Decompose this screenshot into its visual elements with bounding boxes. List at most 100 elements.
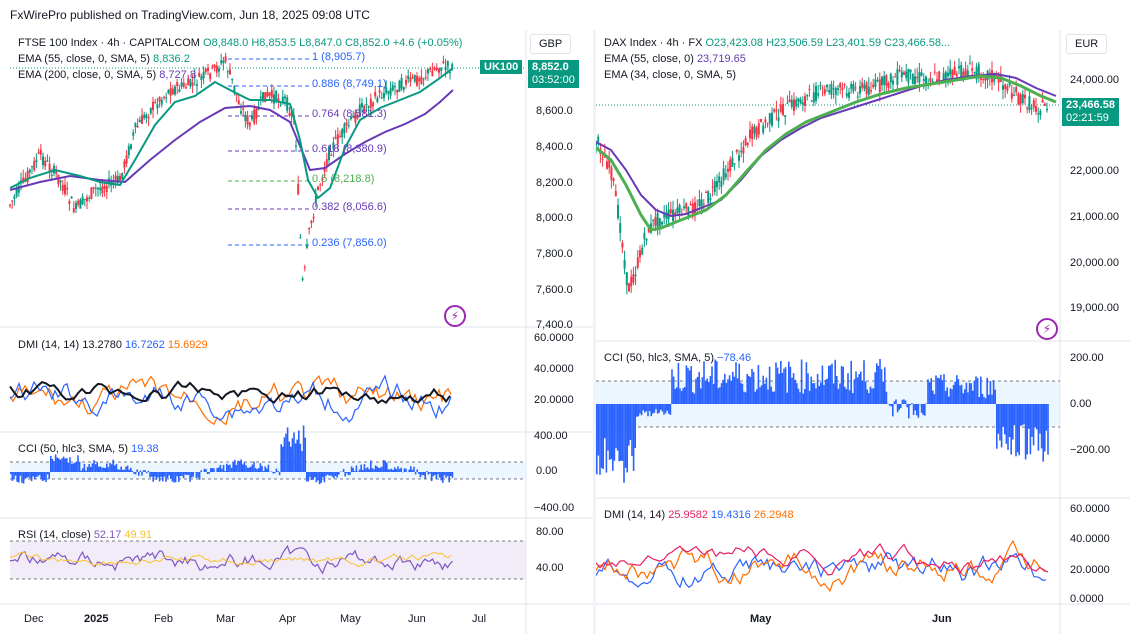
left-symbol-legend[interactable]: FTSE 100 Index · 4h · CAPITALCOM O8,848.… (18, 36, 462, 51)
cci-bar (709, 375, 712, 404)
right-symbol-name: DAX Index · 4h · FX (604, 37, 703, 49)
cci-bar (246, 467, 249, 472)
candle-body (356, 115, 359, 119)
dax-cci-axis-tick: 0.00 (1070, 398, 1092, 410)
cci-bar (149, 472, 151, 478)
cci-bar (772, 391, 774, 404)
cci-bar (302, 425, 305, 472)
cci-bar (892, 404, 894, 417)
flash-icon[interactable]: ⚡ (1036, 318, 1058, 340)
cci-bar (776, 367, 779, 404)
cci-bar (996, 404, 998, 449)
flash-icon[interactable]: ⚡ (444, 305, 466, 327)
cci-bar (242, 464, 244, 472)
left-chart[interactable]: FTSE 100 Index · 4h · CAPITALCOM O8,848.… (0, 30, 593, 634)
candle-body (255, 108, 258, 119)
left-open: O8,848.0 (203, 37, 249, 49)
cci-bar (16, 472, 18, 482)
left-currency-button[interactable]: GBP (530, 34, 572, 54)
cci-bar (904, 400, 907, 404)
candle-body (136, 125, 139, 128)
cci-bar (685, 365, 688, 404)
left-ema55-legend[interactable]: EMA (55, close, 0, SMA, 5) 8,836.2 (18, 52, 190, 67)
left-ema200-legend[interactable]: EMA (200, close, 0, SMA, 5) 8,727.8 (18, 68, 196, 83)
right-currency-button[interactable]: EUR (1066, 34, 1108, 54)
right-symbol-legend[interactable]: DAX Index · 4h · FX O23,423.08 H23,506.5… (604, 36, 950, 51)
candle-body (449, 72, 451, 74)
cci-bar (909, 404, 912, 406)
candle-body (892, 80, 894, 85)
left-chart-canvas[interactable] (0, 30, 593, 634)
cci-bar (274, 472, 276, 474)
cci-bar (10, 472, 12, 475)
cci-bar (275, 468, 278, 472)
cci-bar (786, 392, 788, 404)
candle-body (596, 141, 597, 147)
cci-bar (272, 472, 274, 474)
cci-bar (876, 363, 878, 404)
left-price-tick: 8,600.0 (536, 105, 573, 117)
candle-body (914, 76, 916, 85)
cci-bar (890, 404, 892, 407)
candle-body (152, 101, 154, 111)
candle-body (925, 76, 927, 84)
cci-bar (66, 458, 68, 472)
cci-bar (379, 467, 382, 472)
cci-bar (157, 472, 159, 478)
candle-body (270, 90, 273, 98)
cci-bar (314, 472, 316, 478)
cci-bar (130, 467, 132, 472)
candle-body (154, 101, 157, 103)
right-cci-legend[interactable]: CCI (50, hlc3, SMA, 5) −78.46 (604, 351, 751, 366)
left-dmi-legend[interactable]: DMI (14, 14) 13.2780 16.7262 15.6929 (18, 338, 208, 353)
right-ema55-legend[interactable]: EMA (55, close, 0) 23,719.65 (604, 52, 746, 67)
candle-body (24, 178, 27, 181)
left-rsi-legend[interactable]: RSI (14, close) 52.17 49.91 (18, 528, 152, 543)
candle-body (958, 66, 960, 69)
cci-bar (690, 366, 692, 404)
dax-cci-axis-tick: −200.00 (1070, 444, 1111, 456)
cci-bar (150, 472, 153, 477)
cci-bar (309, 472, 311, 477)
cci-bar (679, 388, 681, 404)
cci-bar (848, 390, 851, 404)
candle-body (134, 122, 137, 128)
candle-body (1030, 107, 1033, 109)
cci-bar (861, 380, 864, 404)
candle-body (213, 64, 216, 68)
candle-body (634, 274, 637, 276)
cci-bar (184, 472, 186, 475)
right-chart[interactable]: DAX Index · 4h · FX O23,423.08 H23,506.5… (596, 30, 1130, 634)
candle-body (248, 122, 251, 127)
cci-bar (165, 472, 167, 482)
fib-label-05: 0.5 (8,218.8) (312, 173, 375, 185)
right-dmi-legend[interactable]: DMI (14, 14) 25.9582 19.4316 26.2948 (604, 508, 794, 523)
cci-bar (648, 404, 651, 412)
cci-bar (624, 404, 627, 468)
cci-bar (615, 404, 617, 449)
dax-cci-label: CCI (50, hlc3, SMA, 5) (604, 352, 715, 364)
cci-bar (631, 404, 633, 457)
cci-bar (106, 463, 108, 472)
cci-bar (1002, 404, 1004, 427)
cci-bar (440, 472, 442, 481)
cci-bar (743, 391, 745, 404)
candle-body (165, 97, 168, 99)
right-ema34-legend[interactable]: EMA (34, close, 0, SMA, 5) (604, 68, 736, 83)
candle-body (845, 93, 848, 97)
cci-bar (349, 472, 351, 475)
candle-body (378, 90, 381, 93)
candle-body (11, 200, 14, 202)
right-chart-canvas[interactable] (596, 30, 1130, 634)
candle-body (440, 67, 443, 71)
cci-bar (83, 463, 86, 472)
candle-body (50, 174, 53, 176)
left-cci-legend[interactable]: CCI (50, hlc3, SMA, 5) 19.38 (18, 442, 159, 457)
cci-bar (688, 370, 691, 404)
cci-bar (90, 466, 92, 472)
candle-body (810, 100, 813, 102)
candle-body (339, 136, 341, 138)
cci-bar (294, 443, 297, 472)
cci-bar (954, 381, 956, 404)
chart-divider[interactable] (593, 30, 596, 634)
